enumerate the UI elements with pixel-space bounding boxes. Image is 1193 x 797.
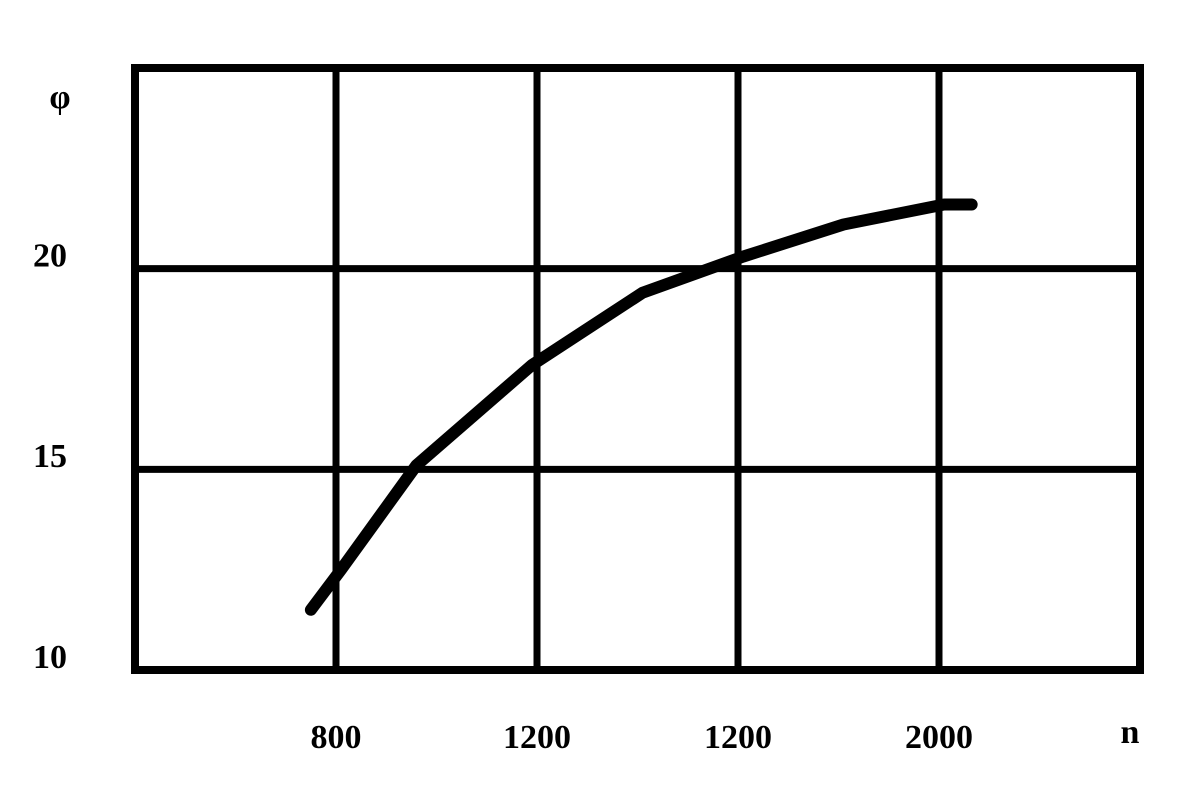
plot-frame [131, 64, 1144, 674]
x-tick-label: 2000 [905, 719, 973, 756]
y-tick-label: 15 [33, 438, 67, 475]
y-axis-label: φ [49, 79, 70, 116]
x-tick-label: 800 [311, 719, 362, 756]
x-axis-label: n [1121, 714, 1140, 751]
y-tick-label: 10 [33, 639, 67, 676]
y-tick-label: 20 [33, 237, 67, 274]
x-tick-label: 1200 [704, 719, 772, 756]
line [304, 198, 978, 616]
x-tick-label: 1200 [503, 719, 571, 756]
